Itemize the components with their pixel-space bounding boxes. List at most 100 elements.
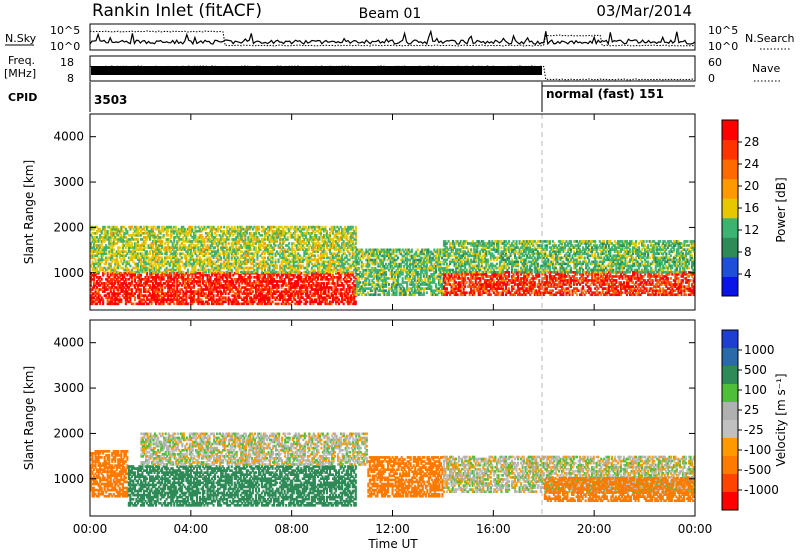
scatter-cell [152, 296, 155, 300]
freq-tick-high: 18 [60, 56, 74, 69]
scatter-cell [374, 289, 377, 293]
scatter-cell [366, 260, 369, 264]
scatter-cell [338, 264, 341, 268]
scatter-cell [274, 264, 277, 268]
scatter-cell [90, 298, 93, 302]
scatter-cell [318, 284, 321, 287]
scatter-cell [129, 258, 132, 262]
scatter-cell [185, 290, 188, 293]
scatter-cell [115, 238, 118, 241]
scatter-cell [289, 282, 292, 285]
scatter-cell [277, 258, 280, 262]
scatter-cell [342, 270, 345, 274]
scatter-cell [139, 244, 143, 247]
scatter-cell [280, 232, 283, 235]
scatter-cell [351, 244, 354, 247]
scatter-cell [200, 290, 203, 293]
scatter-cell [263, 288, 267, 291]
scatter-cell [124, 282, 127, 285]
scatter-cell [114, 282, 117, 285]
scatter-cell [120, 229, 123, 233]
scatter-cell [303, 252, 306, 256]
scatter-cell [394, 273, 397, 276]
scatter-cell [338, 227, 341, 231]
scatter-cell [197, 298, 200, 302]
scatter-cell [307, 258, 310, 262]
scatter-cell [288, 227, 291, 231]
scatter-cell [270, 225, 273, 229]
scatter-cell [206, 300, 209, 304]
scatter-cell [142, 225, 146, 229]
scatter-cell [403, 293, 406, 297]
scatter-cell [270, 250, 273, 253]
scatter-cell [198, 240, 202, 243]
scatter-cell [203, 240, 206, 243]
scatter-cell [319, 278, 323, 281]
scatter-cell [368, 262, 371, 266]
scatter-cell [111, 248, 114, 251]
scatter-cell [329, 248, 332, 251]
scatter-cell [251, 258, 254, 262]
scatter-cell [167, 225, 170, 229]
scatter-cell [177, 260, 180, 264]
scatter-cell [135, 288, 138, 291]
scatter-cell [142, 278, 146, 281]
scatter-cell [182, 225, 185, 229]
scatter-cell [260, 282, 264, 285]
scatter-cell [90, 256, 93, 260]
scatter-cell [292, 298, 295, 302]
scatter-cell [232, 294, 235, 297]
scatter-cell [124, 266, 127, 270]
scatter-cell [204, 296, 208, 300]
scatter-cell [259, 284, 262, 287]
scatter-cell [174, 246, 177, 249]
scatter-cell [301, 284, 304, 287]
scatter-cell [403, 268, 406, 272]
scatter-cell [338, 278, 341, 281]
scatter-cell [138, 252, 141, 256]
scatter-cell [168, 268, 171, 272]
scatter-cell [297, 264, 300, 268]
scatter-cell [215, 302, 218, 306]
scatter-cell [129, 244, 132, 247]
scatter-cell [90, 276, 93, 279]
scatter-cell [342, 248, 345, 251]
scatter-cell [99, 238, 102, 241]
scatter-cell [117, 280, 120, 283]
scatter-cell [239, 238, 242, 241]
scatter-cell [94, 248, 97, 251]
scatter-cell [209, 264, 212, 268]
scatter-cell [156, 276, 159, 279]
scatter-cell [257, 288, 261, 291]
scatter-cell [345, 260, 348, 264]
scatter-cell [322, 246, 326, 249]
scatter-cell [130, 302, 133, 306]
scatter-cell [316, 248, 320, 251]
scatter-cell [300, 256, 303, 260]
scatter-cell [380, 275, 383, 278]
scatter-cell [174, 262, 177, 266]
scatter-cell [262, 258, 265, 262]
scatter-cell [152, 242, 155, 245]
scatter-cell [356, 248, 359, 252]
scatter-cell [150, 264, 153, 268]
scatter-cell [214, 266, 217, 270]
scatter-cell [319, 229, 323, 233]
scatter-cell [263, 268, 267, 272]
scatter-cell [274, 225, 277, 229]
scatter-cell [313, 256, 316, 260]
scatter-cell [150, 273, 153, 277]
scatter-cell [316, 240, 320, 243]
scatter-cell [283, 280, 286, 283]
scatter-cell [309, 284, 312, 287]
scatter-cell [262, 296, 265, 300]
scatter-cell [204, 232, 208, 235]
scatter-cell [208, 290, 211, 293]
scatter-cell [312, 240, 315, 243]
scatter-cell [304, 242, 307, 245]
scatter-cell [389, 260, 392, 264]
scatter-cell [338, 276, 341, 279]
scatter-cell [173, 252, 176, 256]
scatter-cell [117, 300, 120, 304]
scatter-cell [357, 293, 360, 297]
